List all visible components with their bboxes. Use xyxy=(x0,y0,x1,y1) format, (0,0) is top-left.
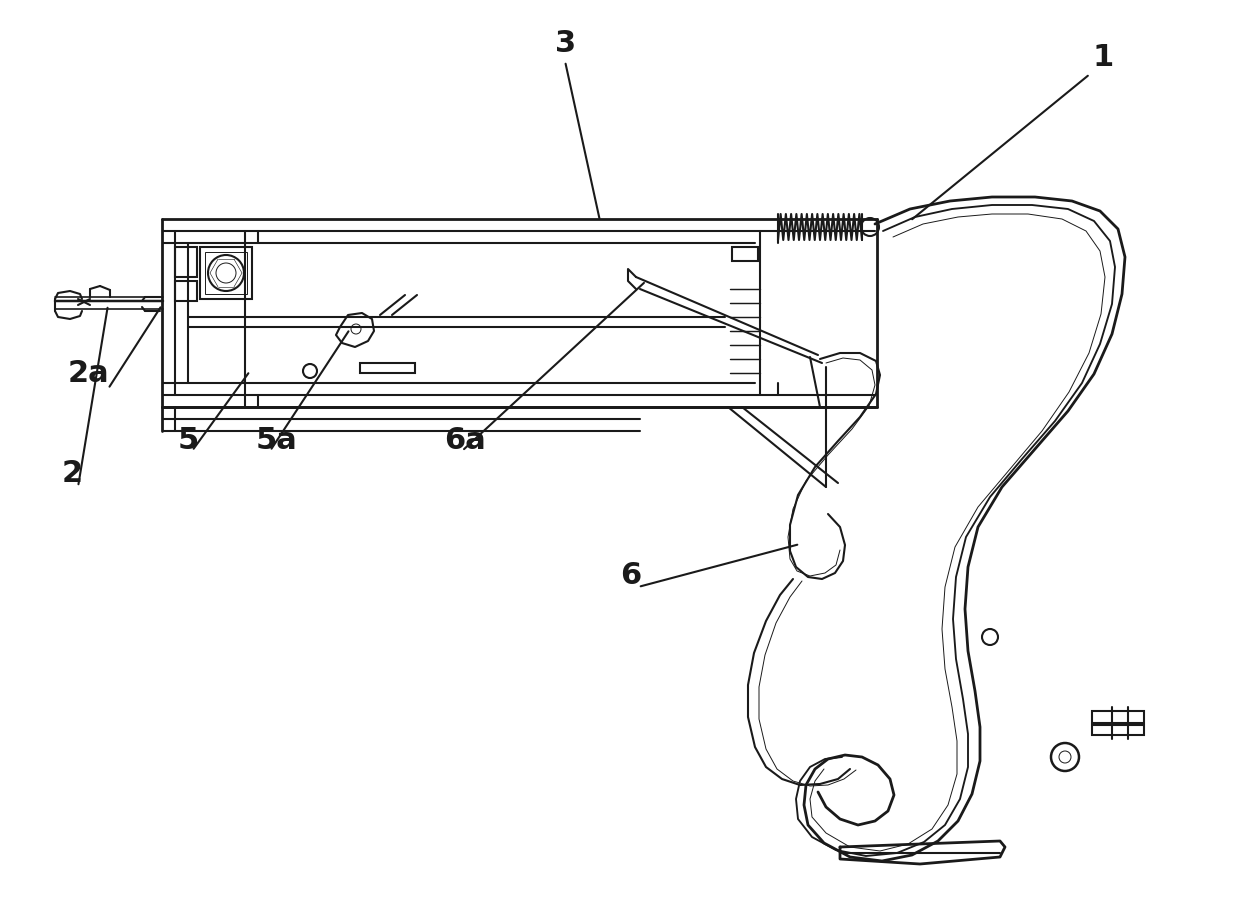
Text: 5a: 5a xyxy=(255,425,298,454)
Bar xyxy=(1092,725,1145,735)
Text: 1: 1 xyxy=(1092,43,1114,72)
Bar xyxy=(175,282,197,302)
Bar xyxy=(200,247,252,300)
Bar xyxy=(732,247,758,262)
Text: 2: 2 xyxy=(62,459,83,488)
Text: 6a: 6a xyxy=(444,425,486,454)
Bar xyxy=(175,247,197,278)
Text: 2a: 2a xyxy=(68,358,109,387)
Bar xyxy=(360,364,415,374)
Text: 5: 5 xyxy=(179,425,200,454)
Bar xyxy=(205,253,247,294)
Text: 6: 6 xyxy=(620,561,641,590)
Bar xyxy=(1092,712,1145,723)
Text: 3: 3 xyxy=(556,29,577,58)
